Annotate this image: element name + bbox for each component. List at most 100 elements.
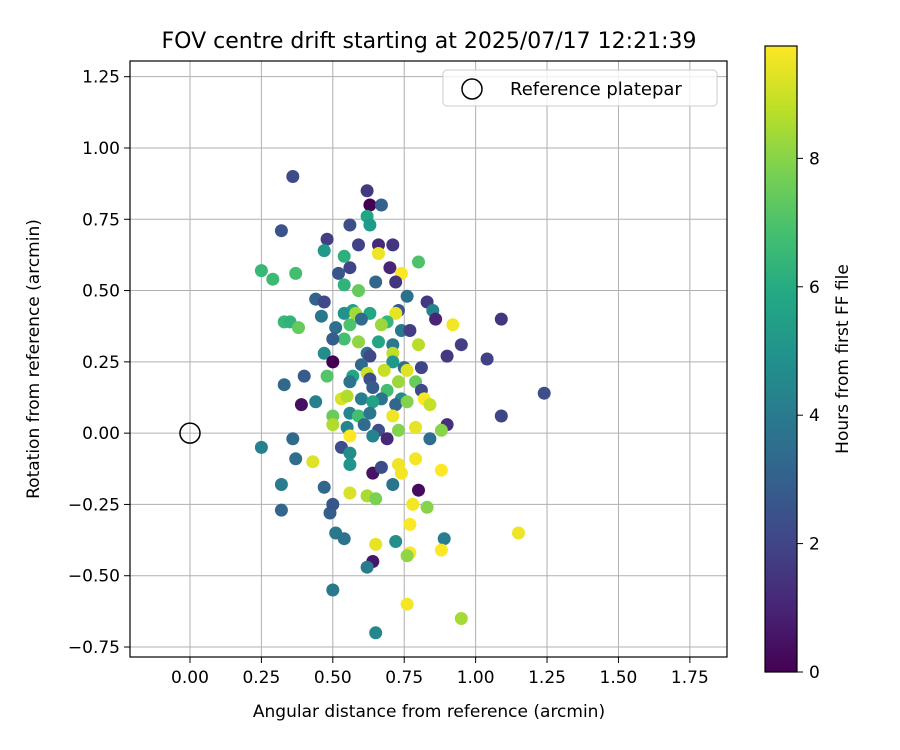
data-point <box>386 409 400 423</box>
data-point <box>409 452 423 466</box>
data-point <box>266 272 280 286</box>
data-point <box>277 378 291 392</box>
data-point <box>446 318 460 332</box>
x-tick-label: 1.00 <box>457 668 495 688</box>
data-point <box>406 497 420 511</box>
data-point <box>374 460 388 474</box>
data-point <box>337 249 351 263</box>
data-point <box>254 264 268 278</box>
colorbar-gradient <box>764 45 798 673</box>
data-point <box>400 597 414 611</box>
data-point <box>360 560 374 574</box>
data-point <box>309 395 323 409</box>
y-tick-label: 1.25 <box>82 68 120 88</box>
data-point <box>423 398 437 412</box>
data-point <box>414 361 428 375</box>
data-point <box>326 497 340 511</box>
x-tick-label: 0.25 <box>242 668 280 688</box>
y-tick-label: 0.25 <box>82 353 120 373</box>
data-point <box>297 369 311 383</box>
data-point <box>329 321 343 335</box>
data-point <box>352 238 365 252</box>
data-point <box>386 478 400 491</box>
data-point <box>434 543 448 557</box>
data-point <box>317 244 331 258</box>
chart-title: FOV centre drift starting at 2025/07/17 … <box>162 29 697 54</box>
colorbar-tick-label: 8 <box>809 149 820 169</box>
data-point <box>289 266 303 280</box>
data-point <box>392 375 405 389</box>
data-point <box>369 537 383 551</box>
data-point <box>369 275 383 289</box>
y-tick-label: −0.25 <box>68 495 120 515</box>
x-tick-label: 0.50 <box>314 668 352 688</box>
data-point <box>337 332 351 346</box>
x-tick-label: 0.00 <box>171 668 209 688</box>
data-point <box>400 363 414 377</box>
data-point <box>360 184 374 198</box>
data-point <box>337 532 351 546</box>
data-point <box>320 369 334 383</box>
data-point <box>537 386 551 400</box>
data-point <box>357 418 371 432</box>
data-point <box>494 312 508 326</box>
legend: Reference platepar <box>442 69 718 107</box>
data-point <box>343 261 357 275</box>
data-point <box>372 247 385 260</box>
data-point <box>366 429 380 443</box>
data-point <box>317 346 331 360</box>
data-point <box>454 338 468 352</box>
x-tick-label: 1.75 <box>671 668 709 688</box>
data-point <box>354 392 368 406</box>
data-point <box>314 309 328 323</box>
data-point <box>320 232 334 246</box>
data-point <box>363 198 377 212</box>
data-point <box>389 535 403 548</box>
data-point <box>400 289 414 303</box>
data-point <box>326 583 340 597</box>
y-tick-label: 0.75 <box>82 210 120 230</box>
x-tick-label: 1.50 <box>600 668 638 688</box>
data-point <box>377 363 391 377</box>
data-point <box>389 398 403 412</box>
data-points <box>254 170 551 640</box>
data-point <box>343 375 357 389</box>
data-point <box>352 284 365 298</box>
data-point <box>386 355 400 369</box>
colorbar-ticks: 0 2 4 6 8 <box>797 149 820 683</box>
data-point <box>403 517 417 531</box>
y-axis-ticks: −0.75 −0.50 −0.25 0.00 0.25 0.50 0.75 1.00 1.25 <box>68 68 130 658</box>
data-point <box>326 418 340 432</box>
data-point <box>409 420 423 434</box>
data-point <box>292 321 305 335</box>
data-point <box>434 423 448 437</box>
data-point <box>352 335 365 349</box>
data-point <box>354 312 368 326</box>
data-point <box>254 440 268 454</box>
data-point <box>363 218 377 232</box>
data-point <box>389 275 403 289</box>
data-point <box>386 238 400 252</box>
data-point <box>392 423 405 437</box>
x-tick-label: 0.75 <box>385 668 423 688</box>
y-tick-label: 1.00 <box>82 139 120 159</box>
colorbar-tick-label: 2 <box>809 535 820 555</box>
data-point <box>403 324 417 337</box>
data-point <box>420 500 434 514</box>
data-point <box>389 306 403 320</box>
colorbar-label: Hours from first FF file <box>833 264 853 454</box>
data-point <box>294 398 308 412</box>
grid-lines <box>130 61 727 657</box>
data-point <box>480 352 494 366</box>
data-point <box>412 338 425 352</box>
data-point <box>400 549 414 563</box>
data-point <box>343 486 357 500</box>
data-point <box>286 432 300 446</box>
data-point <box>340 389 354 403</box>
data-point <box>383 261 397 275</box>
data-point <box>366 381 380 394</box>
data-point <box>440 349 454 363</box>
data-point <box>286 170 300 183</box>
